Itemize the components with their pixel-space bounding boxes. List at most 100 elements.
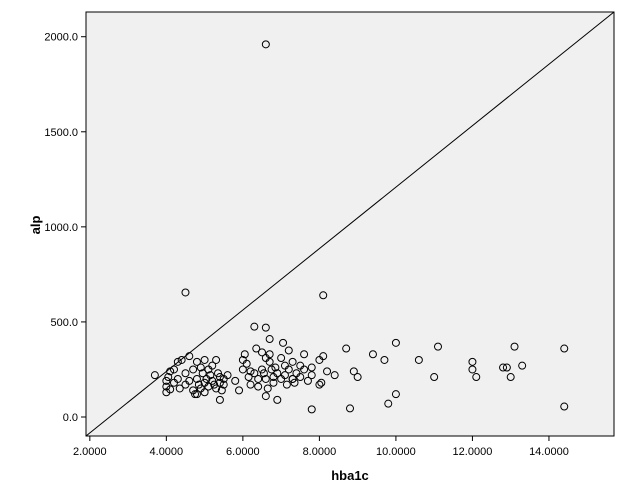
- y-tick-label: 0.0: [63, 412, 78, 424]
- data-point: [265, 357, 274, 366]
- data-point: [502, 363, 511, 372]
- x-tick-label: 10.0000: [376, 446, 416, 458]
- data-point: [166, 385, 175, 394]
- data-point: [181, 288, 190, 297]
- x-tick-label: 4.0000: [150, 446, 184, 458]
- data-point: [235, 386, 244, 395]
- data-point: [319, 291, 328, 300]
- data-point: [208, 361, 217, 370]
- x-axis-title: hba1c: [331, 468, 369, 483]
- data-point: [261, 374, 270, 383]
- x-tick-label: 8.0000: [303, 446, 337, 458]
- data-point: [319, 352, 328, 361]
- data-point: [468, 357, 477, 366]
- data-point: [208, 376, 217, 385]
- data-point: [185, 352, 194, 361]
- data-point: [177, 355, 186, 364]
- data-point: [560, 344, 569, 353]
- data-point: [198, 369, 207, 378]
- data-point: [223, 371, 232, 380]
- data-point: [240, 350, 249, 359]
- data-point: [510, 342, 519, 351]
- x-tick-label: 12.0000: [453, 446, 493, 458]
- data-point: [189, 365, 198, 374]
- data-point: [296, 373, 305, 382]
- data-point: [391, 390, 400, 399]
- data-point: [173, 357, 182, 366]
- x-tick-label: 14.0000: [529, 446, 569, 458]
- data-point: [430, 373, 439, 382]
- data-point: [288, 374, 297, 383]
- data-point: [269, 378, 278, 387]
- data-point: [194, 380, 203, 389]
- data-point: [214, 369, 222, 378]
- data-point: [204, 382, 213, 391]
- data-point: [244, 373, 253, 382]
- data-point: [384, 399, 393, 408]
- data-point: [192, 357, 201, 366]
- data-point: [391, 338, 400, 347]
- data-point: [506, 373, 515, 382]
- data-point: [246, 367, 255, 376]
- data-point: [560, 402, 569, 411]
- reference-line-layer: [85, 11, 615, 437]
- data-point: [200, 388, 209, 397]
- data-point: [250, 369, 259, 378]
- data-point: [307, 371, 316, 380]
- x-tick-label: 6.0000: [226, 446, 260, 458]
- data-point: [300, 365, 309, 374]
- data-point: [242, 359, 251, 368]
- data-point: [288, 357, 297, 366]
- data-point: [273, 395, 282, 404]
- data-point: [468, 365, 477, 374]
- data-point: [273, 369, 282, 378]
- y-tick-label: 500.0: [50, 317, 78, 329]
- data-point: [175, 384, 184, 393]
- data-point: [261, 323, 270, 332]
- data-point: [258, 348, 266, 357]
- data-point: [317, 378, 326, 387]
- reference-line: [85, 11, 615, 437]
- data-point: [315, 380, 324, 389]
- data-point: [261, 40, 270, 49]
- data-point: [261, 392, 270, 401]
- data-point: [434, 342, 442, 351]
- data-point: [279, 338, 288, 347]
- data-point: [346, 404, 354, 413]
- data-point: [212, 384, 221, 393]
- y-axis-title: alp: [28, 216, 43, 235]
- axis-layer: 2.0000 4.0000 6.0000 8.0000 10.0000 12.0000 14…: [44, 32, 568, 458]
- data-point: [323, 367, 332, 376]
- data-point: [414, 355, 423, 364]
- data-point: [300, 350, 309, 359]
- data-point: [246, 380, 255, 389]
- data-point: [263, 384, 272, 393]
- x-tick-label: 2.0000: [73, 446, 107, 458]
- data-point: [170, 365, 178, 374]
- data-point: [267, 365, 276, 374]
- data-point: [210, 380, 219, 389]
- data-point: [271, 363, 280, 372]
- points-layer: [150, 40, 569, 414]
- y-tick-label: 1000.0: [44, 222, 78, 234]
- data-point: [259, 369, 268, 378]
- data-point: [217, 386, 226, 395]
- data-point: [303, 376, 312, 385]
- data-point: [231, 376, 240, 385]
- data-point: [518, 361, 527, 370]
- data-point: [215, 373, 224, 382]
- data-point: [290, 378, 299, 387]
- data-point: [380, 355, 389, 364]
- data-point: [284, 365, 293, 374]
- data-point: [212, 355, 221, 364]
- data-point: [173, 374, 182, 383]
- data-point: [196, 363, 205, 372]
- data-point: [265, 350, 274, 359]
- data-point: [200, 355, 209, 364]
- data-point: [258, 365, 266, 374]
- data-point: [353, 373, 362, 382]
- y-tick-label: 1500.0: [44, 127, 78, 139]
- data-point: [277, 354, 286, 363]
- data-point: [307, 363, 316, 372]
